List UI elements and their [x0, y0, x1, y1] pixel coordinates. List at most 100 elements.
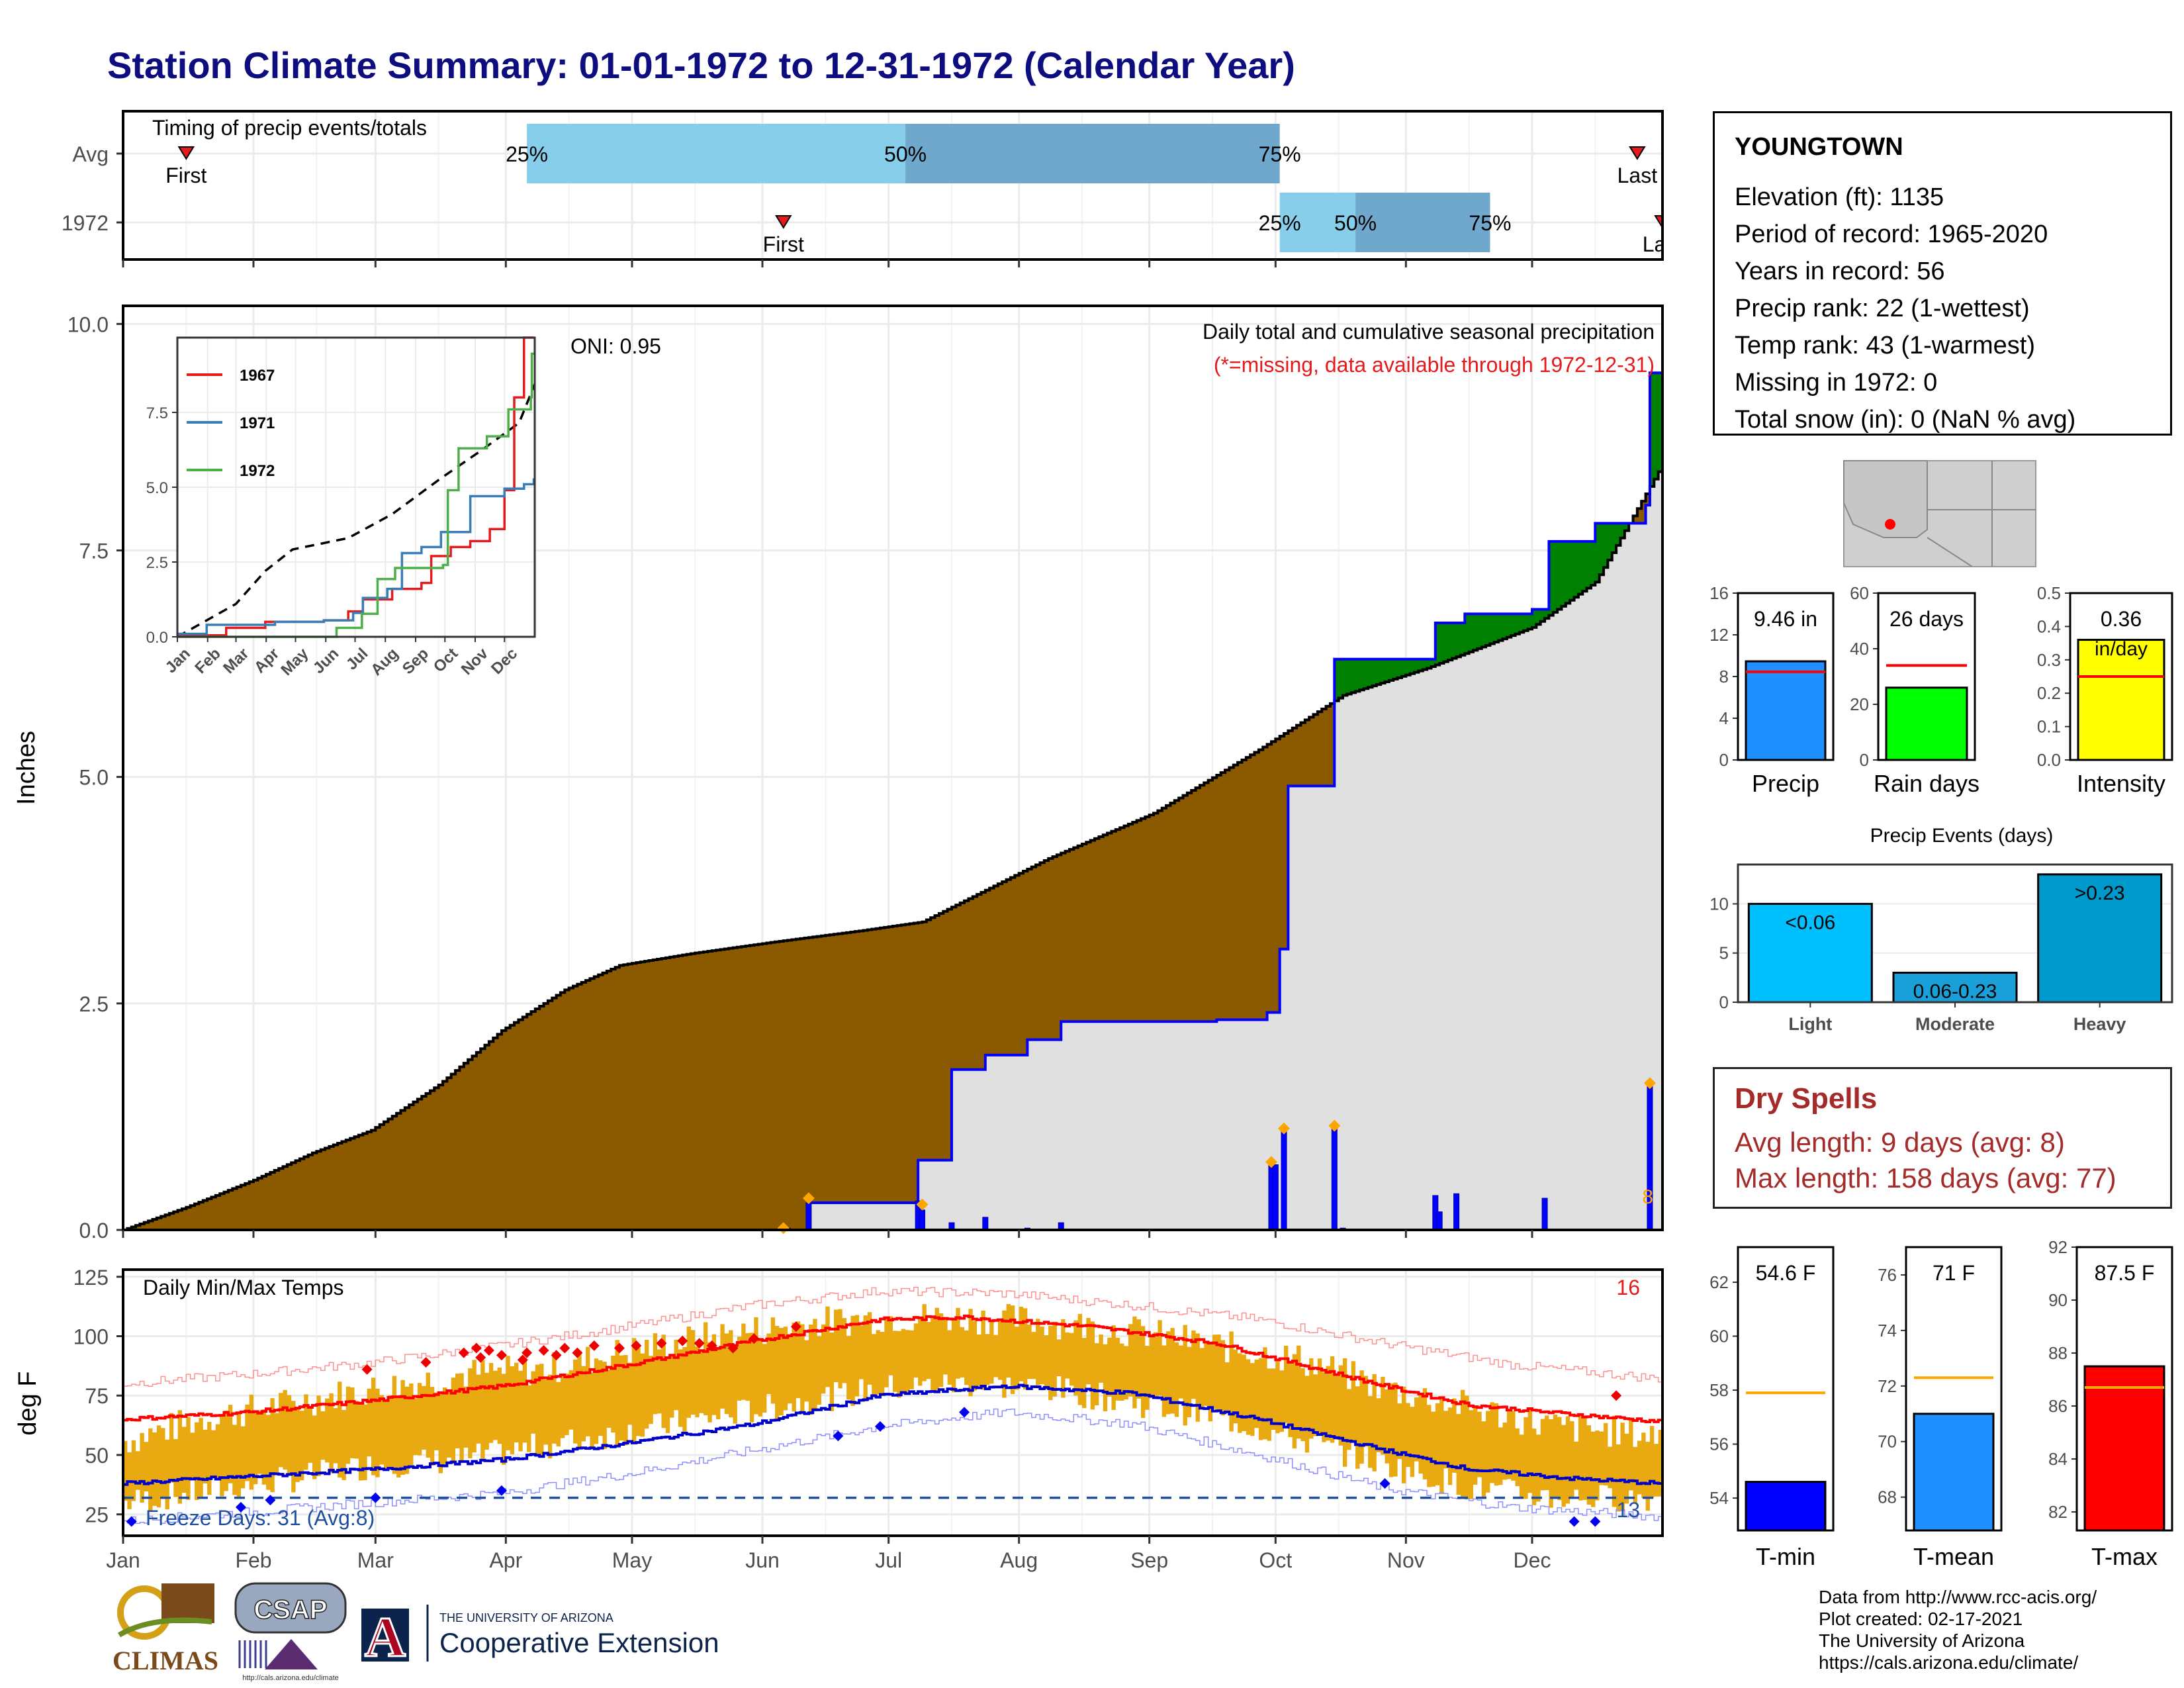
- timing-first-label: First: [165, 164, 206, 187]
- precip-inset-panel: 0.02.55.07.5196719711972JanFebMarAprMayJ…: [146, 336, 536, 679]
- precip-event-marker: [1278, 1122, 1291, 1135]
- raindays-summary-y-tick-label: 0: [1860, 750, 1869, 770]
- precip-daily-bar: [919, 1209, 925, 1231]
- precip-summary-frame: [1737, 592, 1835, 761]
- temp-record-low-marker: [1590, 1516, 1601, 1527]
- precip-daily-bar: [1436, 1211, 1443, 1231]
- month-tick-label: Oct: [1259, 1548, 1292, 1572]
- temp-frame: [122, 1268, 1664, 1537]
- tmean-summary-y-tick-label: 74: [1878, 1321, 1897, 1340]
- summary-bar-panels: 0 4 8 12 16 9.46 in Precip 0 20 40 60 26 days Rain d…: [1709, 583, 2173, 797]
- temp-record-high-marker: [572, 1347, 583, 1358]
- timing-pct-label: 25%: [1259, 211, 1301, 235]
- tmin-summary-y-tick-label: 60: [1709, 1327, 1729, 1346]
- precip-daily-bar: [1331, 1125, 1338, 1231]
- intensity-summary-frame: [2069, 592, 2173, 761]
- tmax-summary-y-tick-label: 92: [2048, 1237, 2068, 1257]
- temp-record-high-marker: [361, 1364, 373, 1375]
- precip-summary-y-tick-label: 16: [1709, 583, 1729, 603]
- timing-first-marker: [774, 215, 792, 229]
- timing-last-marker: [1629, 146, 1646, 160]
- timing-row-label: Avg: [72, 142, 109, 166]
- temp-y-tick-label: 75: [85, 1384, 109, 1408]
- inset-legend-label: 1971: [240, 414, 275, 432]
- events-y-tick-label: 10: [1709, 894, 1729, 914]
- inset-y-tick-label: 2.5: [146, 554, 168, 572]
- temp-avg-max-line: [123, 1314, 1664, 1423]
- precip-deficit-area: [127, 493, 1650, 1230]
- temp-record-high-marker: [559, 1342, 570, 1354]
- tmin-summary-value-bar: [1745, 1481, 1827, 1532]
- temp-record-high-marker: [551, 1350, 562, 1361]
- temp-record-max-line: [123, 1286, 1663, 1387]
- precip-y-tick-label: 7.5: [79, 539, 109, 563]
- temp-record-high-marker: [538, 1345, 549, 1356]
- timing-row-label: 1972: [62, 211, 109, 235]
- month-tick-label: May: [612, 1548, 652, 1572]
- tmax-summary-y-tick-label: 82: [2048, 1502, 2068, 1522]
- tmax-summary-y-tick-label: 84: [2048, 1449, 2068, 1469]
- temp-record-high-marker: [749, 1333, 760, 1344]
- raindays-summary-frame: [1877, 592, 1976, 761]
- precip-y-tick-label: 5.0: [79, 766, 109, 790]
- timing-frame: [122, 110, 1664, 261]
- tmin-summary-y-tick-label: 56: [1709, 1434, 1729, 1454]
- station-elevation: Elevation (ft): 1135: [1735, 183, 1944, 211]
- temp-record-high-marker: [420, 1356, 432, 1368]
- temp-bar-panels: 54 56 58 60 62 54.6 F T-min 68 70 72 74 76 71 F T-mea…: [1709, 1237, 2173, 1570]
- temp-record-high-marker: [631, 1340, 642, 1351]
- events-x-tick-label: Moderate: [1915, 1014, 1995, 1034]
- precip-summary-y-tick-label: 0: [1719, 750, 1729, 770]
- climas-logo-text: CLIMAS: [113, 1646, 218, 1675]
- precip-y-tick-label: 10.0: [68, 312, 109, 336]
- events-title: Precip Events (days): [1870, 825, 2054, 847]
- precip-event-marker: [916, 1198, 929, 1211]
- month-tick-label: Jul: [875, 1548, 902, 1572]
- raindays-summary-y-tick-label: 60: [1850, 583, 1869, 603]
- month-tick-label: Nov: [1387, 1548, 1425, 1572]
- temp-low-count: 13: [1616, 1498, 1640, 1522]
- temp-chart-title: Daily Min/Max Temps: [143, 1276, 343, 1299]
- raindays-summary-y-tick-label: 40: [1850, 639, 1869, 659]
- credit-plot-date: Plot created: 02-17-2021: [1819, 1609, 2023, 1629]
- precip-summary-y-tick-label: 8: [1719, 667, 1729, 686]
- precip-summary-y-tick-label: 12: [1709, 625, 1729, 645]
- temp-record-low-marker: [959, 1407, 970, 1418]
- timing-bar-25-50: [1279, 193, 1356, 252]
- precip-daily-bar: [805, 1202, 812, 1231]
- temp-daily-range-bars: [123, 1303, 1662, 1512]
- precip-below-both-area: [123, 464, 1662, 1231]
- temp-record-high-marker: [1611, 1390, 1622, 1401]
- dry-spells-max: Max length: 158 days (avg: 77): [1735, 1162, 2116, 1194]
- timing-pct-label: 75%: [1469, 211, 1511, 235]
- temp-record-high-marker: [677, 1335, 688, 1346]
- precip-chart-title: Daily total and cumulative seasonal prec…: [1203, 320, 1655, 344]
- precip-event-marker: [1265, 1156, 1277, 1168]
- timing-panel: Timing of precip events/totals Avg 25% 50% 7…: [62, 110, 1690, 298]
- tmax-summary-frame: [2075, 1246, 2173, 1532]
- inset-legend-label: 1972: [240, 462, 275, 480]
- tmax-summary-y-tick-label: 90: [2048, 1290, 2068, 1310]
- timing-title: Timing of precip events/totals: [152, 116, 427, 140]
- events-y-tick-label: 0: [1719, 992, 1729, 1012]
- temp-record-low-marker: [370, 1492, 381, 1503]
- precip-y-axis-label: Inches: [13, 731, 40, 805]
- temp-y-tick-label: 100: [73, 1325, 109, 1349]
- credit-university: The University of Arizona: [1819, 1630, 2025, 1651]
- temp-record-low-marker: [496, 1485, 507, 1496]
- intensity-summary-y-tick-label: 0.4: [2037, 616, 2061, 636]
- precip-daily-bar: [1647, 1084, 1653, 1231]
- tmin-summary-y-tick-label: 62: [1709, 1272, 1729, 1292]
- precip-missing-note: (*=missing, data available through 1972-…: [1214, 353, 1655, 377]
- tmin-summary-y-tick-label: 54: [1709, 1488, 1729, 1508]
- precip-summary-label: Precip: [1752, 770, 1819, 797]
- temp-y-tick-label: 125: [73, 1266, 109, 1289]
- temp-freeze-label: Freeze Days: 31 (Avg:8): [146, 1506, 375, 1530]
- tmean-summary-value-bar: [1913, 1413, 1995, 1532]
- month-tick-label: Jun: [745, 1548, 780, 1572]
- station-years: Years in record: 56: [1735, 258, 1945, 285]
- dry-spells-box: Dry Spells Avg length: 9 days (avg: 8) M…: [1713, 1067, 2172, 1209]
- events-bar-label: >0.23: [2075, 882, 2125, 904]
- events-bar-heavy: [2037, 873, 2163, 1004]
